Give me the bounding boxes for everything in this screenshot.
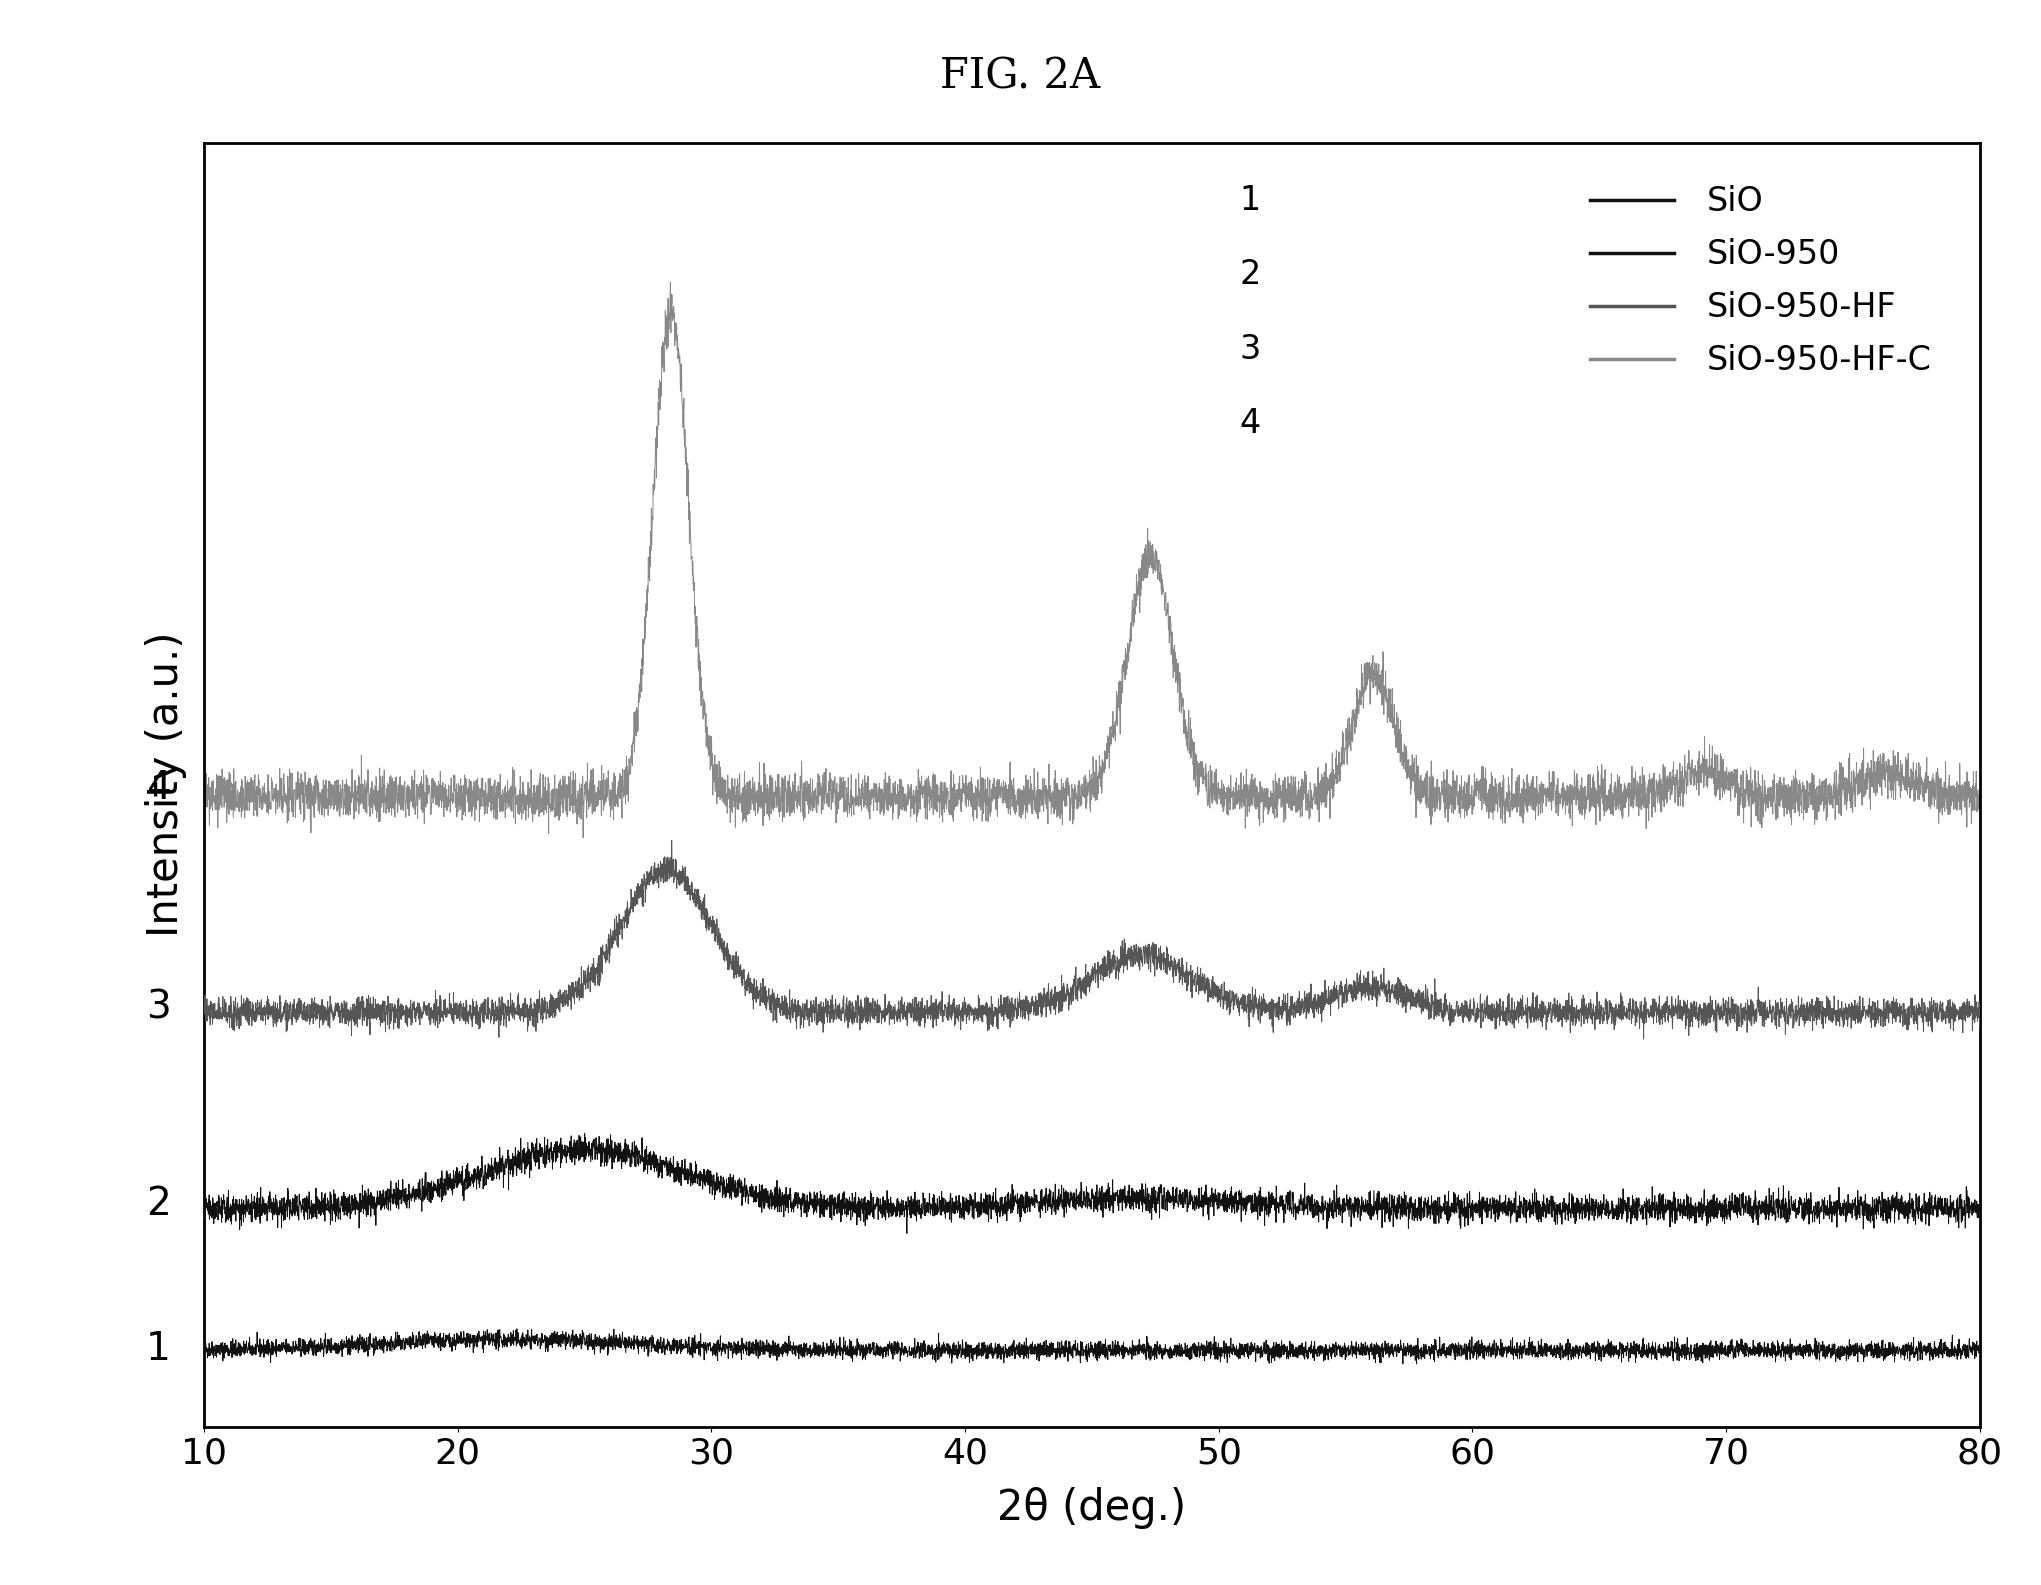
Text: 1: 1 [1239, 184, 1261, 217]
Text: 1: 1 [147, 1330, 171, 1368]
Text: 2: 2 [1239, 258, 1261, 292]
Text: 3: 3 [147, 989, 171, 1027]
Text: 4: 4 [147, 769, 171, 807]
Y-axis label: Intensity (a.u.): Intensity (a.u.) [145, 632, 188, 937]
Text: 2: 2 [147, 1184, 171, 1222]
X-axis label: 2θ (deg.): 2θ (deg.) [998, 1487, 1186, 1530]
Text: 3: 3 [1239, 333, 1261, 366]
Text: FIG. 2A: FIG. 2A [941, 55, 1100, 97]
Legend: SiO, SiO-950, SiO-950-HF, SiO-950-HF-C: SiO, SiO-950, SiO-950-HF, SiO-950-HF-C [1578, 173, 1945, 391]
Text: 4: 4 [1239, 407, 1261, 441]
